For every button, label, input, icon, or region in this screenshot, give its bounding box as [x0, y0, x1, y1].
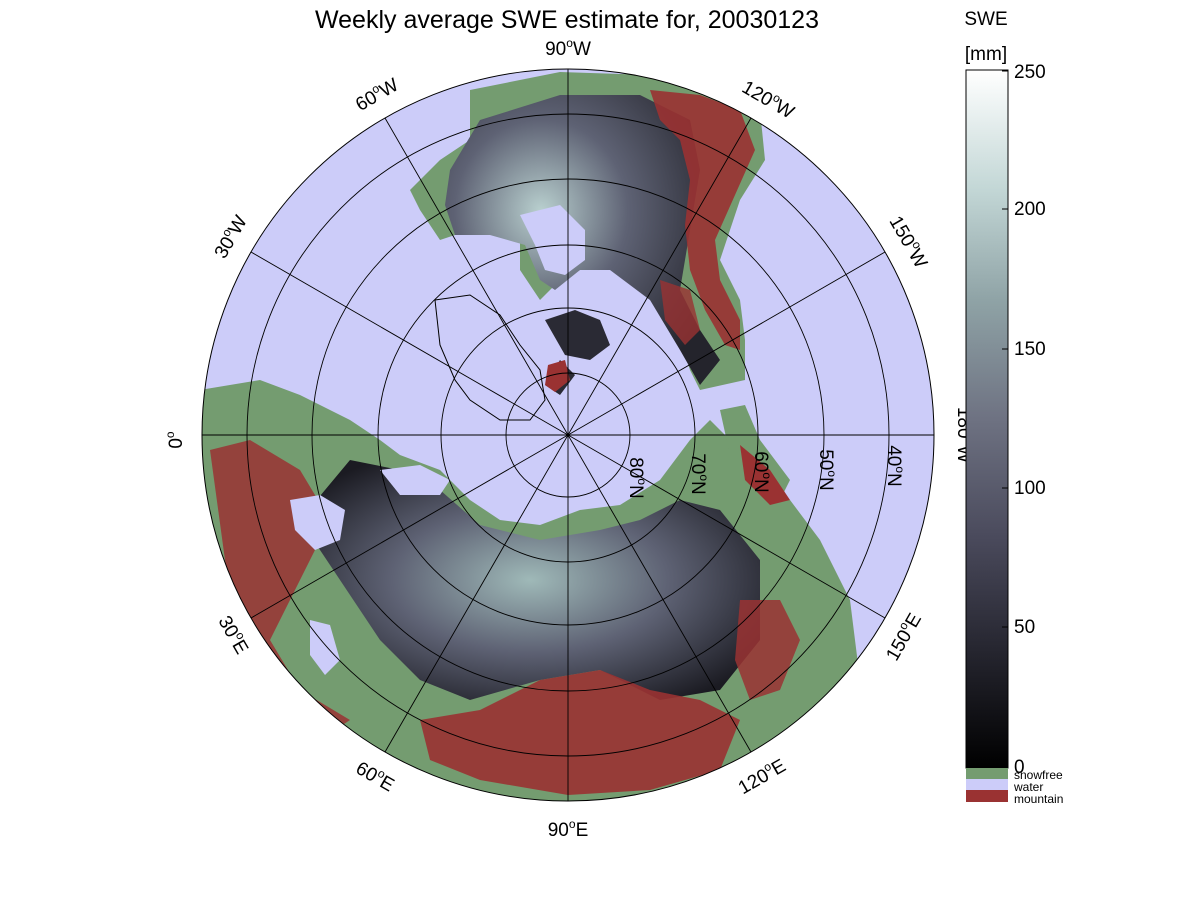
colorbar: SWE [mm] 0 50 100 150 200 250 snowfree w…	[964, 9, 1063, 806]
colorbar-ramp	[965, 69, 1009, 769]
cb-label-200: 200	[1014, 199, 1046, 220]
lon-label-60w: 60oW	[351, 72, 403, 116]
latitude-labels: 80oN 70oN 60oN 50oN 40oN	[625, 445, 907, 499]
colorbar-units: [mm]	[965, 44, 1007, 65]
cb-label-50: 50	[1014, 617, 1035, 638]
north-america-mountains-east	[660, 280, 700, 345]
lon-label-60e: 60oE	[352, 755, 399, 796]
lat-label-70n: 70oN	[687, 453, 711, 495]
lon-label-150e: 150oE	[880, 608, 926, 664]
colorbar-title: SWE	[964, 9, 1007, 30]
north-america-mountains	[650, 90, 755, 350]
map-frame	[201, 68, 935, 802]
lon-label-0: 0o	[163, 431, 187, 449]
baltic-water	[380, 465, 450, 495]
cb-label-100: 100	[1014, 478, 1046, 499]
lon-label-30e: 30oE	[214, 611, 255, 658]
eurasia-mountains	[420, 670, 740, 795]
greenland-outline	[434, 294, 546, 421]
legend-swatch-water	[966, 779, 1008, 790]
meridian-lines	[202, 69, 934, 801]
lat-label-50n: 50oN	[815, 449, 839, 491]
chart-title: Weekly average SWE estimate for, 2003012…	[315, 6, 819, 34]
kamchatka-mountain	[740, 445, 790, 505]
arctic-island-mountain	[545, 360, 570, 392]
cb-label-150: 150	[1014, 339, 1046, 360]
legend-label-mountain: mountain	[1014, 792, 1063, 806]
scandinavia-water	[290, 495, 345, 550]
cb-label-0: 0	[1014, 757, 1025, 778]
meridian-150w-30e	[250, 251, 886, 619]
lon-label-150w: 150oW	[885, 211, 934, 272]
legend-swatch-snowfree	[966, 768, 1008, 779]
lon-label-90e: 90oE	[548, 817, 589, 841]
caspian-water	[310, 620, 340, 675]
lat-label-40n: 40oN	[883, 445, 907, 487]
lon-label-90w: 90oW	[545, 36, 591, 60]
lat-label-60n: 60oN	[750, 451, 774, 493]
cb-label-250: 250	[1014, 62, 1046, 83]
polar-map	[201, 68, 935, 802]
lat-label-80n: 80oN	[625, 457, 649, 499]
lon-label-120e: 120oE	[733, 753, 789, 799]
legend-swatch-mountain	[966, 790, 1008, 802]
legend-label-water: water	[1013, 780, 1043, 794]
hudson-bay	[520, 205, 585, 275]
lon-label-30w: 30oW	[208, 211, 252, 263]
east-asia-mountains	[735, 600, 800, 700]
legend-label-snowfree: snowfree	[1014, 768, 1063, 782]
colorbar-ticks	[1002, 70, 1008, 768]
